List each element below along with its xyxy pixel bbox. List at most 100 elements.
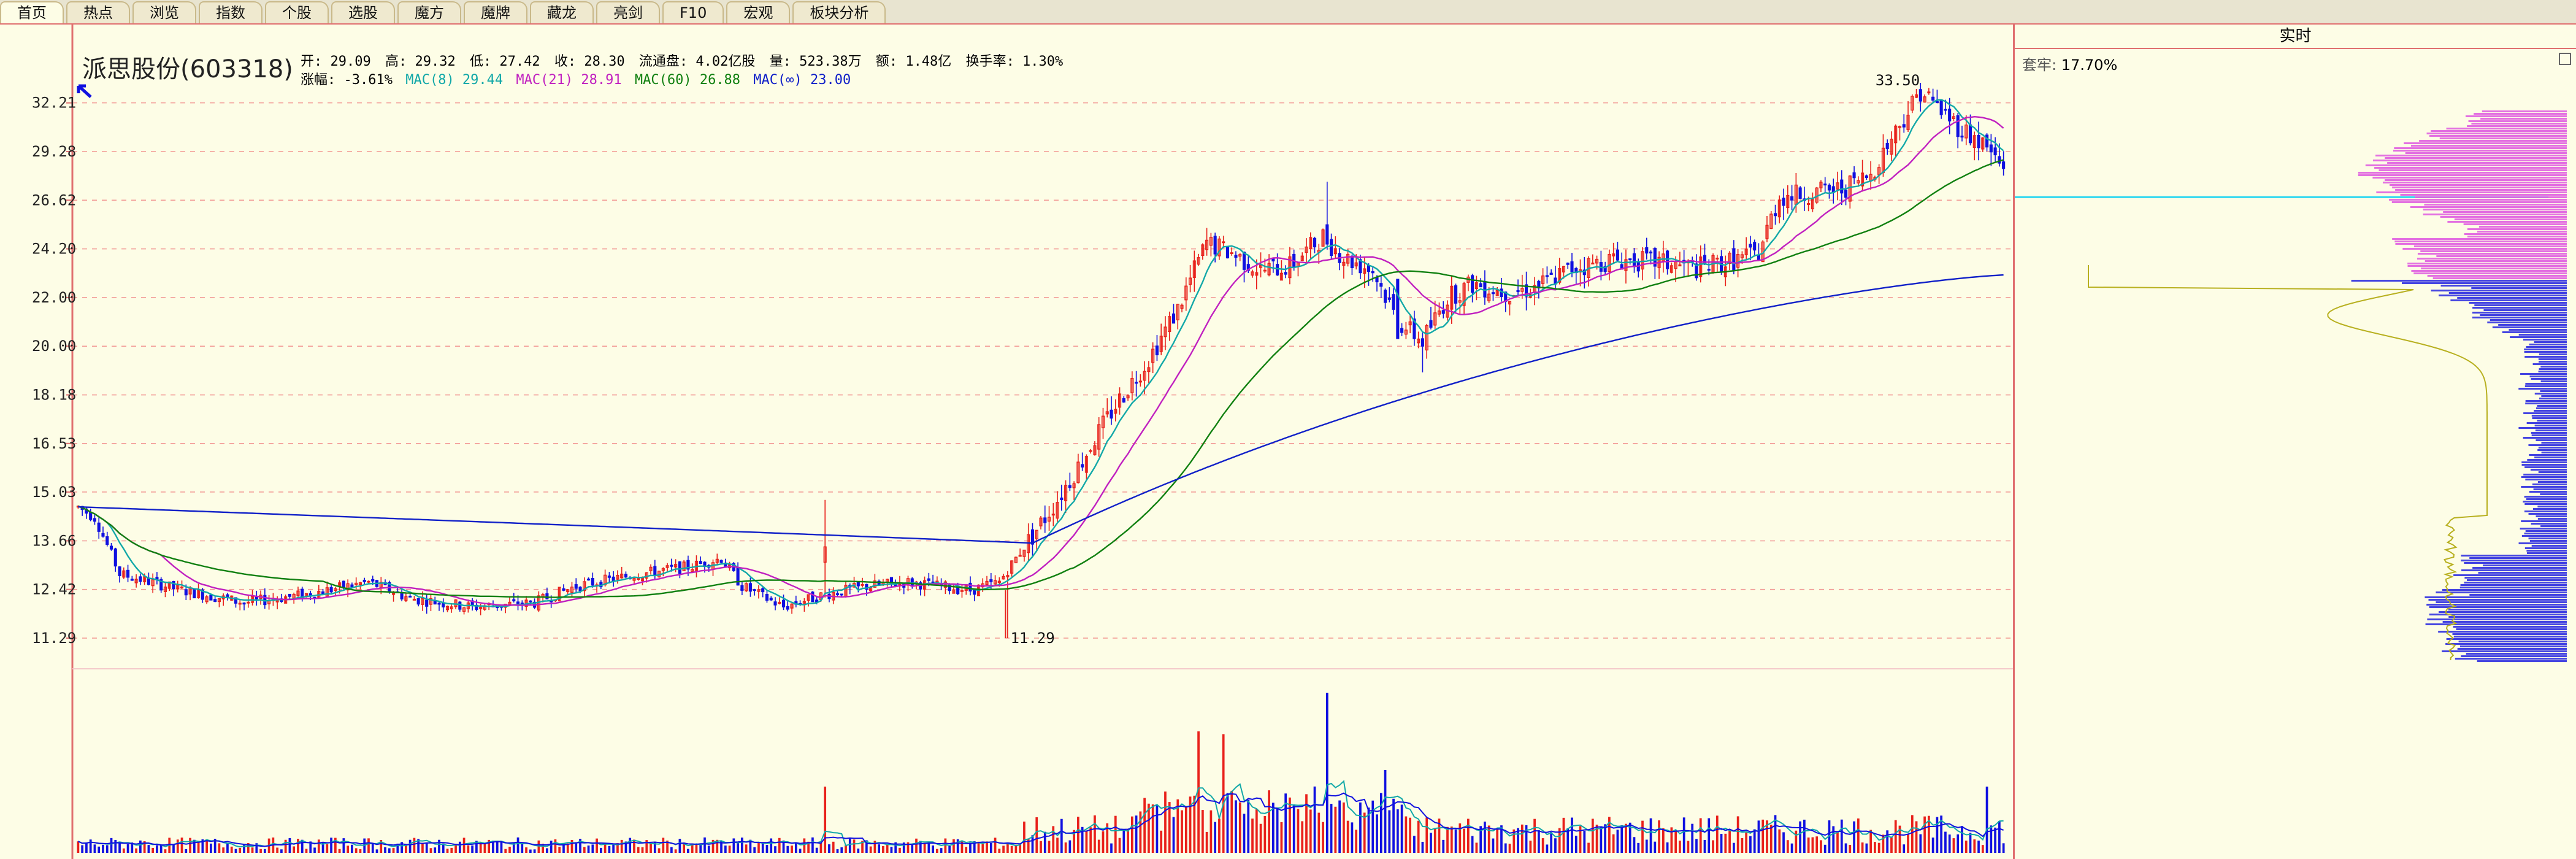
volume-bar <box>1371 800 1374 853</box>
candle-body <box>180 587 184 588</box>
volume-bar <box>479 842 482 853</box>
volume-bar <box>761 842 764 853</box>
volume-bar <box>977 841 980 853</box>
chip-bar <box>2532 417 2567 419</box>
candle-body <box>1919 89 1922 102</box>
chip-bar <box>2445 643 2567 645</box>
tab-10[interactable]: F10 <box>662 1 724 23</box>
y-tick-label: 15.03 <box>32 483 76 501</box>
volume-bar <box>1384 770 1387 853</box>
tab-12[interactable]: 板块分析 <box>792 1 886 23</box>
candle-body <box>205 596 209 603</box>
volume-bar <box>1786 840 1789 853</box>
candle-body <box>193 589 196 599</box>
candle-body <box>1114 409 1117 414</box>
tab-11[interactable]: 宏观 <box>726 1 791 23</box>
volume-bar <box>114 839 117 853</box>
candle-body <box>1151 349 1155 363</box>
chip-bar <box>2365 164 2567 166</box>
candle-body <box>1749 244 1752 248</box>
volume-bar <box>1297 809 1300 853</box>
chip-bar <box>2521 520 2567 522</box>
candle-body <box>1985 134 1989 148</box>
candle-body <box>1782 198 1785 206</box>
ma21-legend: MAC(21) 28.91 <box>516 72 622 88</box>
candle-body <box>948 584 951 591</box>
candle-body <box>1300 255 1304 261</box>
volume-bar <box>1454 829 1457 853</box>
candle-body <box>1786 195 1790 209</box>
candle-body <box>545 593 549 599</box>
chip-bar <box>2472 567 2567 569</box>
tab-6[interactable]: 魔方 <box>397 1 461 23</box>
volume-bar <box>284 839 287 853</box>
tab-0[interactable]: 首页 <box>0 1 64 23</box>
volume-ma5-line <box>77 780 2004 848</box>
candle-body <box>1998 156 2001 164</box>
candle-body <box>201 589 204 600</box>
tab-3[interactable]: 指数 <box>199 1 263 23</box>
volume-bar <box>1861 842 1864 853</box>
tab-2[interactable]: 浏览 <box>132 1 196 23</box>
volume-bar <box>471 845 473 853</box>
volume-bar <box>321 842 324 853</box>
chip-bar <box>2455 658 2567 660</box>
volume-bar <box>1699 818 1702 853</box>
volume-bar <box>516 837 519 853</box>
candle-body <box>1965 124 1968 139</box>
volume-bar <box>143 841 146 853</box>
kline-chart[interactable]: 32.21 29.28 26.62 24.20 22.00 20.00 18.18 16.53… <box>0 25 2013 859</box>
volume-bar <box>940 848 943 853</box>
volume-bar <box>475 841 478 853</box>
candle-body <box>1387 298 1391 300</box>
candle-body <box>1827 184 1831 191</box>
volume-bar <box>1060 819 1063 853</box>
volume-bar <box>313 847 316 853</box>
volume-bar <box>1247 799 1250 853</box>
volume-bar <box>1450 826 1453 853</box>
candle-body <box>1010 560 1014 574</box>
kline-chart-area[interactable]: 32.21 29.28 26.62 24.20 22.00 20.00 18.18 16.53… <box>0 25 2013 859</box>
chip-bar <box>2521 461 2567 463</box>
candle-body <box>1171 313 1176 324</box>
volume-bar <box>309 841 312 853</box>
volume-bar <box>351 844 353 853</box>
volume-bar <box>890 847 893 853</box>
volume-bar <box>1981 845 1984 853</box>
tab-7[interactable]: 魔牌 <box>464 1 527 23</box>
volume-bar <box>869 846 872 853</box>
volume-bar <box>1625 823 1627 853</box>
tab-8[interactable]: 藏龙 <box>530 1 594 23</box>
candle-body <box>184 589 188 596</box>
candle-body <box>1346 253 1350 264</box>
candle-body <box>1392 294 1395 310</box>
panel-toggle-icon[interactable] <box>2559 53 2571 65</box>
volume-bar <box>1628 822 1631 853</box>
chip-bar <box>2534 341 2567 343</box>
tab-5[interactable]: 选股 <box>331 1 395 23</box>
volume-bar <box>462 838 466 853</box>
candle-body <box>1649 252 1653 253</box>
chip-bar <box>2521 464 2567 466</box>
volume-bar <box>1799 821 1801 853</box>
volume-bar <box>1359 802 1362 853</box>
chip-bar <box>2533 508 2567 510</box>
tab-1[interactable]: 热点 <box>66 1 130 23</box>
volume-bar <box>633 839 635 853</box>
tab-9[interactable]: 亮剑 <box>596 1 660 23</box>
volume-bar <box>1736 816 1739 853</box>
volume-bar <box>1708 818 1711 853</box>
volume-bar <box>1205 831 1208 853</box>
chip-bar <box>2448 616 2567 618</box>
low-value: 低: 27.42 <box>469 54 540 69</box>
chip-bar <box>2537 405 2567 407</box>
candle-body <box>823 546 827 563</box>
chip-bar <box>2417 258 2567 260</box>
candle-body <box>591 578 594 586</box>
chip-bar <box>2490 319 2567 321</box>
volume-bar <box>550 841 553 853</box>
tab-4[interactable]: 个股 <box>265 1 329 23</box>
volume-bar <box>421 842 424 853</box>
chip-bar <box>2540 525 2567 527</box>
candle-body <box>159 579 163 591</box>
